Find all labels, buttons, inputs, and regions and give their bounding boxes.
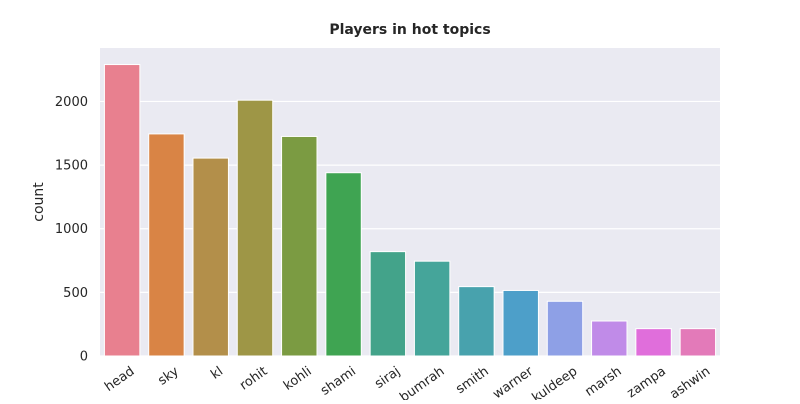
y-tick-label: 500 [63, 286, 88, 301]
bar-marsh [591, 320, 628, 357]
bars [103, 64, 717, 357]
x-tick-label: marsh [582, 364, 624, 400]
x-tick-label: bumrah [397, 364, 447, 400]
x-tick-label: ashwin [667, 364, 713, 400]
chart-title: Players in hot topics [329, 22, 490, 38]
bar-kl [192, 157, 229, 357]
bar-rohit [236, 99, 274, 357]
bar-sky [148, 133, 185, 357]
x-tick-label: rohit [237, 364, 270, 393]
bar-kuldeep [546, 300, 584, 357]
bar-bumrah [413, 260, 451, 357]
x-tick-label: kl [208, 364, 226, 383]
bar-head [103, 64, 141, 357]
bar-warner [502, 289, 539, 357]
bar-zampa [635, 328, 672, 357]
y-axis-label: count [31, 182, 47, 222]
x-tick-label: head [102, 364, 137, 395]
y-axis-ticks: 0 500 1000 1500 2000 [55, 95, 88, 365]
bar-smith [458, 286, 495, 357]
y-tick-label: 2000 [55, 95, 88, 110]
y-tick-label: 0 [80, 350, 88, 365]
bar-kohli [281, 135, 318, 357]
x-tick-label: zampa [624, 364, 668, 400]
bar-ashwin [679, 328, 717, 357]
y-tick-label: 1000 [55, 222, 88, 237]
x-tick-label: shami [318, 364, 359, 399]
x-tick-label: sky [155, 364, 181, 389]
x-tick-label: kohli [281, 364, 315, 394]
bar-shami [325, 172, 362, 357]
y-tick-label: 1500 [55, 159, 88, 174]
x-tick-label: kuldeep [530, 364, 581, 400]
x-tick-label: smith [453, 364, 491, 397]
bar-siraj [369, 251, 407, 357]
x-tick-label: siraj [372, 364, 403, 392]
